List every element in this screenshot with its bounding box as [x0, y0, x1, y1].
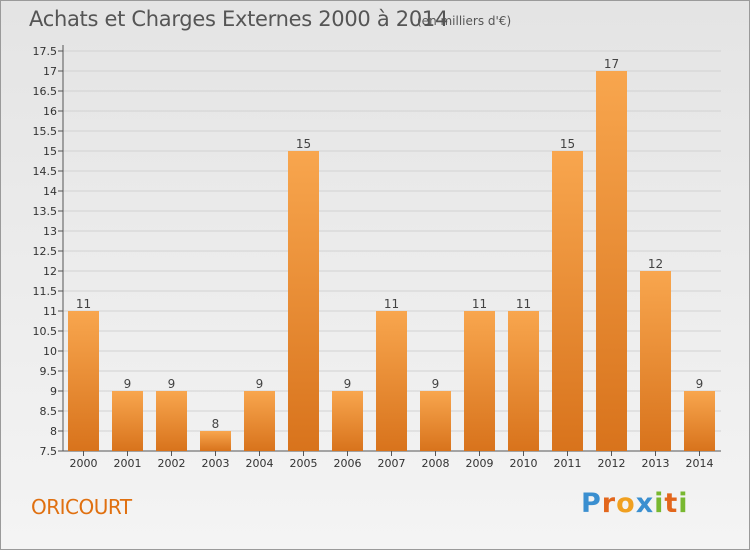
x-tick-label-2012: 2012: [598, 457, 626, 470]
x-tick-label-2008: 2008: [422, 457, 450, 470]
x-tick-label-2013: 2013: [642, 457, 670, 470]
commune-name: ORICOURT: [31, 495, 132, 519]
y-tick-label: 10.5: [33, 325, 58, 338]
x-tick-labels: 2000 2001 2002 2003 2004 2005 2006 2007 2008 2009…: [70, 457, 714, 470]
x-tick-label-2003: 2003: [202, 457, 230, 470]
logo-letter: o: [616, 488, 636, 519]
data-label-2002: 9: [168, 377, 176, 391]
data-labels: 11 9 9 8 9 15 9 11 9 11 11 15 17 12 9: [76, 57, 703, 431]
logo-letter: t: [664, 488, 679, 519]
y-tick-label: 10: [43, 345, 57, 358]
data-label-2007: 11: [384, 297, 399, 311]
y-tick-label: 16.5: [33, 85, 58, 98]
y-tick-label: 17: [43, 65, 57, 78]
chart-title: Achats et Charges Externes 2000 à 2014: [29, 7, 449, 31]
y-tick-label: 12.5: [33, 245, 58, 258]
x-tick-label-2006: 2006: [334, 457, 362, 470]
y-tick-label: 15.5: [33, 125, 58, 138]
y-tick-label: 11.5: [33, 285, 58, 298]
bar-2002: [156, 391, 187, 451]
bar-2010: [508, 311, 539, 451]
data-label-2010: 11: [516, 297, 531, 311]
data-label-2009: 11: [472, 297, 487, 311]
y-tick-label: 7.5: [40, 445, 58, 458]
data-label-2005: 15: [296, 137, 311, 151]
data-label-2012: 17: [604, 57, 619, 71]
data-label-2003: 8: [212, 417, 220, 431]
x-tick-label-2011: 2011: [554, 457, 582, 470]
logo-letter: r: [601, 488, 617, 519]
y-tick-label: 16: [43, 105, 57, 118]
x-tick-label-2005: 2005: [290, 457, 318, 470]
bar-2003: [200, 431, 231, 451]
data-label-2013: 12: [648, 257, 663, 271]
bar-2006: [332, 391, 363, 451]
x-tick-label-2001: 2001: [114, 457, 142, 470]
x-tick-label-2004: 2004: [246, 457, 274, 470]
y-tick-label: 12: [43, 265, 57, 278]
bar-2009: [464, 311, 495, 451]
data-label-2001: 9: [124, 377, 132, 391]
data-label-2006: 9: [344, 377, 352, 391]
y-tick-label: 13: [43, 225, 57, 238]
y-tick-label: 9.5: [40, 365, 58, 378]
x-tick-label-2000: 2000: [70, 457, 98, 470]
unit-note: (en milliers d'€): [417, 14, 512, 28]
bar-2005: [288, 151, 319, 451]
logo-letter: x: [635, 488, 655, 519]
y-tick-label: 15: [43, 145, 57, 158]
logo-letter: i: [654, 488, 665, 519]
logo-letter: P: [581, 488, 602, 519]
x-tick-label-2009: 2009: [466, 457, 494, 470]
y-tick-label: 14: [43, 185, 57, 198]
bar-2008: [420, 391, 451, 451]
bar-2004: [244, 391, 275, 451]
data-label-2008: 9: [432, 377, 440, 391]
data-label-2004: 9: [256, 377, 264, 391]
bar-2014: [684, 391, 715, 451]
bar-2000: [68, 311, 99, 451]
bar-2012: [596, 71, 627, 451]
y-tick-label: 9: [50, 385, 57, 398]
y-tick-label: 17.5: [33, 45, 58, 58]
bar-2013: [640, 271, 671, 451]
y-tick-label: 8.5: [40, 405, 58, 418]
y-tick-label: 13.5: [33, 205, 58, 218]
y-tick-labels: 7.5 8 8.5 9 9.5 10 10.5 11 11.5 12 12.5 13 13.5 14 14.…: [33, 45, 58, 458]
bars: [68, 71, 715, 451]
proxiti-logo: Proxiti: [581, 488, 689, 519]
data-label-2014: 9: [696, 377, 704, 391]
data-label-2000: 11: [76, 297, 91, 311]
bar-2011: [552, 151, 583, 451]
y-tick-label: 14.5: [33, 165, 58, 178]
logo-letter: i: [678, 488, 689, 519]
x-tick-label-2002: 2002: [158, 457, 186, 470]
x-tick-label-2007: 2007: [378, 457, 406, 470]
data-label-2011: 15: [560, 137, 575, 151]
y-tick-label: 11: [43, 305, 57, 318]
bar-2007: [376, 311, 407, 451]
x-tick-label-2010: 2010: [510, 457, 538, 470]
x-tick-label-2014: 2014: [686, 457, 714, 470]
y-tick-label: 8: [50, 425, 57, 438]
bar-2001: [112, 391, 143, 451]
